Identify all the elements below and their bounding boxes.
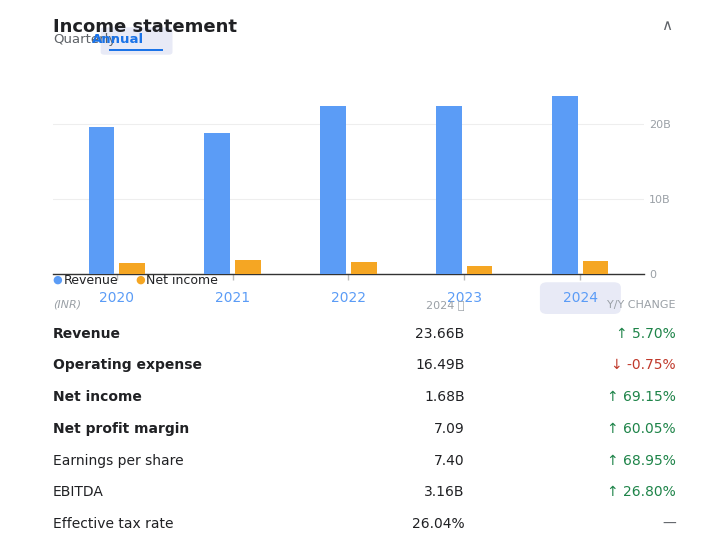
Bar bbox=[583, 261, 608, 274]
Text: ↑ 68.95%: ↑ 68.95% bbox=[607, 453, 676, 468]
Text: 2024: 2024 bbox=[563, 291, 598, 305]
Text: 26.04%: 26.04% bbox=[412, 517, 465, 531]
Text: 7.40: 7.40 bbox=[434, 453, 465, 468]
Text: Net income: Net income bbox=[53, 390, 142, 404]
Text: ↑ 69.15%: ↑ 69.15% bbox=[607, 390, 676, 404]
Text: 16.49B: 16.49B bbox=[415, 358, 465, 373]
Text: (INR): (INR) bbox=[53, 300, 81, 310]
Text: 2023: 2023 bbox=[447, 291, 482, 305]
Text: ↓ -0.75%: ↓ -0.75% bbox=[611, 358, 676, 373]
Text: 2022: 2022 bbox=[331, 291, 366, 305]
Text: 23.66B: 23.66B bbox=[415, 327, 465, 341]
Text: Effective tax rate: Effective tax rate bbox=[53, 517, 173, 531]
Text: —: — bbox=[662, 517, 676, 531]
Text: Y/Y CHANGE: Y/Y CHANGE bbox=[608, 300, 676, 310]
Text: Operating expense: Operating expense bbox=[53, 358, 202, 373]
Text: ∧: ∧ bbox=[661, 18, 672, 32]
Text: ↑ 26.80%: ↑ 26.80% bbox=[607, 485, 676, 499]
Text: ↑ 5.70%: ↑ 5.70% bbox=[616, 327, 676, 341]
Bar bbox=[89, 127, 114, 274]
Bar bbox=[119, 263, 144, 274]
Bar bbox=[351, 261, 377, 274]
Text: 7.09: 7.09 bbox=[434, 422, 465, 436]
Text: Revenue: Revenue bbox=[64, 274, 119, 287]
Bar bbox=[204, 132, 230, 274]
Text: Net profit margin: Net profit margin bbox=[53, 422, 189, 436]
Text: EBITDA: EBITDA bbox=[53, 485, 103, 499]
Text: Revenue: Revenue bbox=[53, 327, 121, 341]
Text: ↑ 60.05%: ↑ 60.05% bbox=[608, 422, 676, 436]
Bar bbox=[235, 260, 260, 274]
Text: 3.16B: 3.16B bbox=[424, 485, 465, 499]
Text: Net income: Net income bbox=[146, 274, 218, 287]
Text: 2020: 2020 bbox=[99, 291, 134, 305]
Text: ●: ● bbox=[135, 275, 145, 285]
Text: 2024 ⓘ: 2024 ⓘ bbox=[426, 300, 465, 310]
Text: ●: ● bbox=[53, 275, 63, 285]
Text: Quarterly: Quarterly bbox=[53, 33, 116, 46]
Text: 2021: 2021 bbox=[215, 291, 250, 305]
Bar bbox=[320, 106, 346, 274]
Text: Annual: Annual bbox=[92, 33, 144, 46]
Bar bbox=[467, 266, 493, 274]
Text: 1.68B: 1.68B bbox=[424, 390, 465, 404]
Bar bbox=[436, 106, 462, 274]
Text: Income statement: Income statement bbox=[53, 18, 237, 36]
Bar bbox=[553, 96, 578, 274]
Text: Earnings per share: Earnings per share bbox=[53, 453, 184, 468]
